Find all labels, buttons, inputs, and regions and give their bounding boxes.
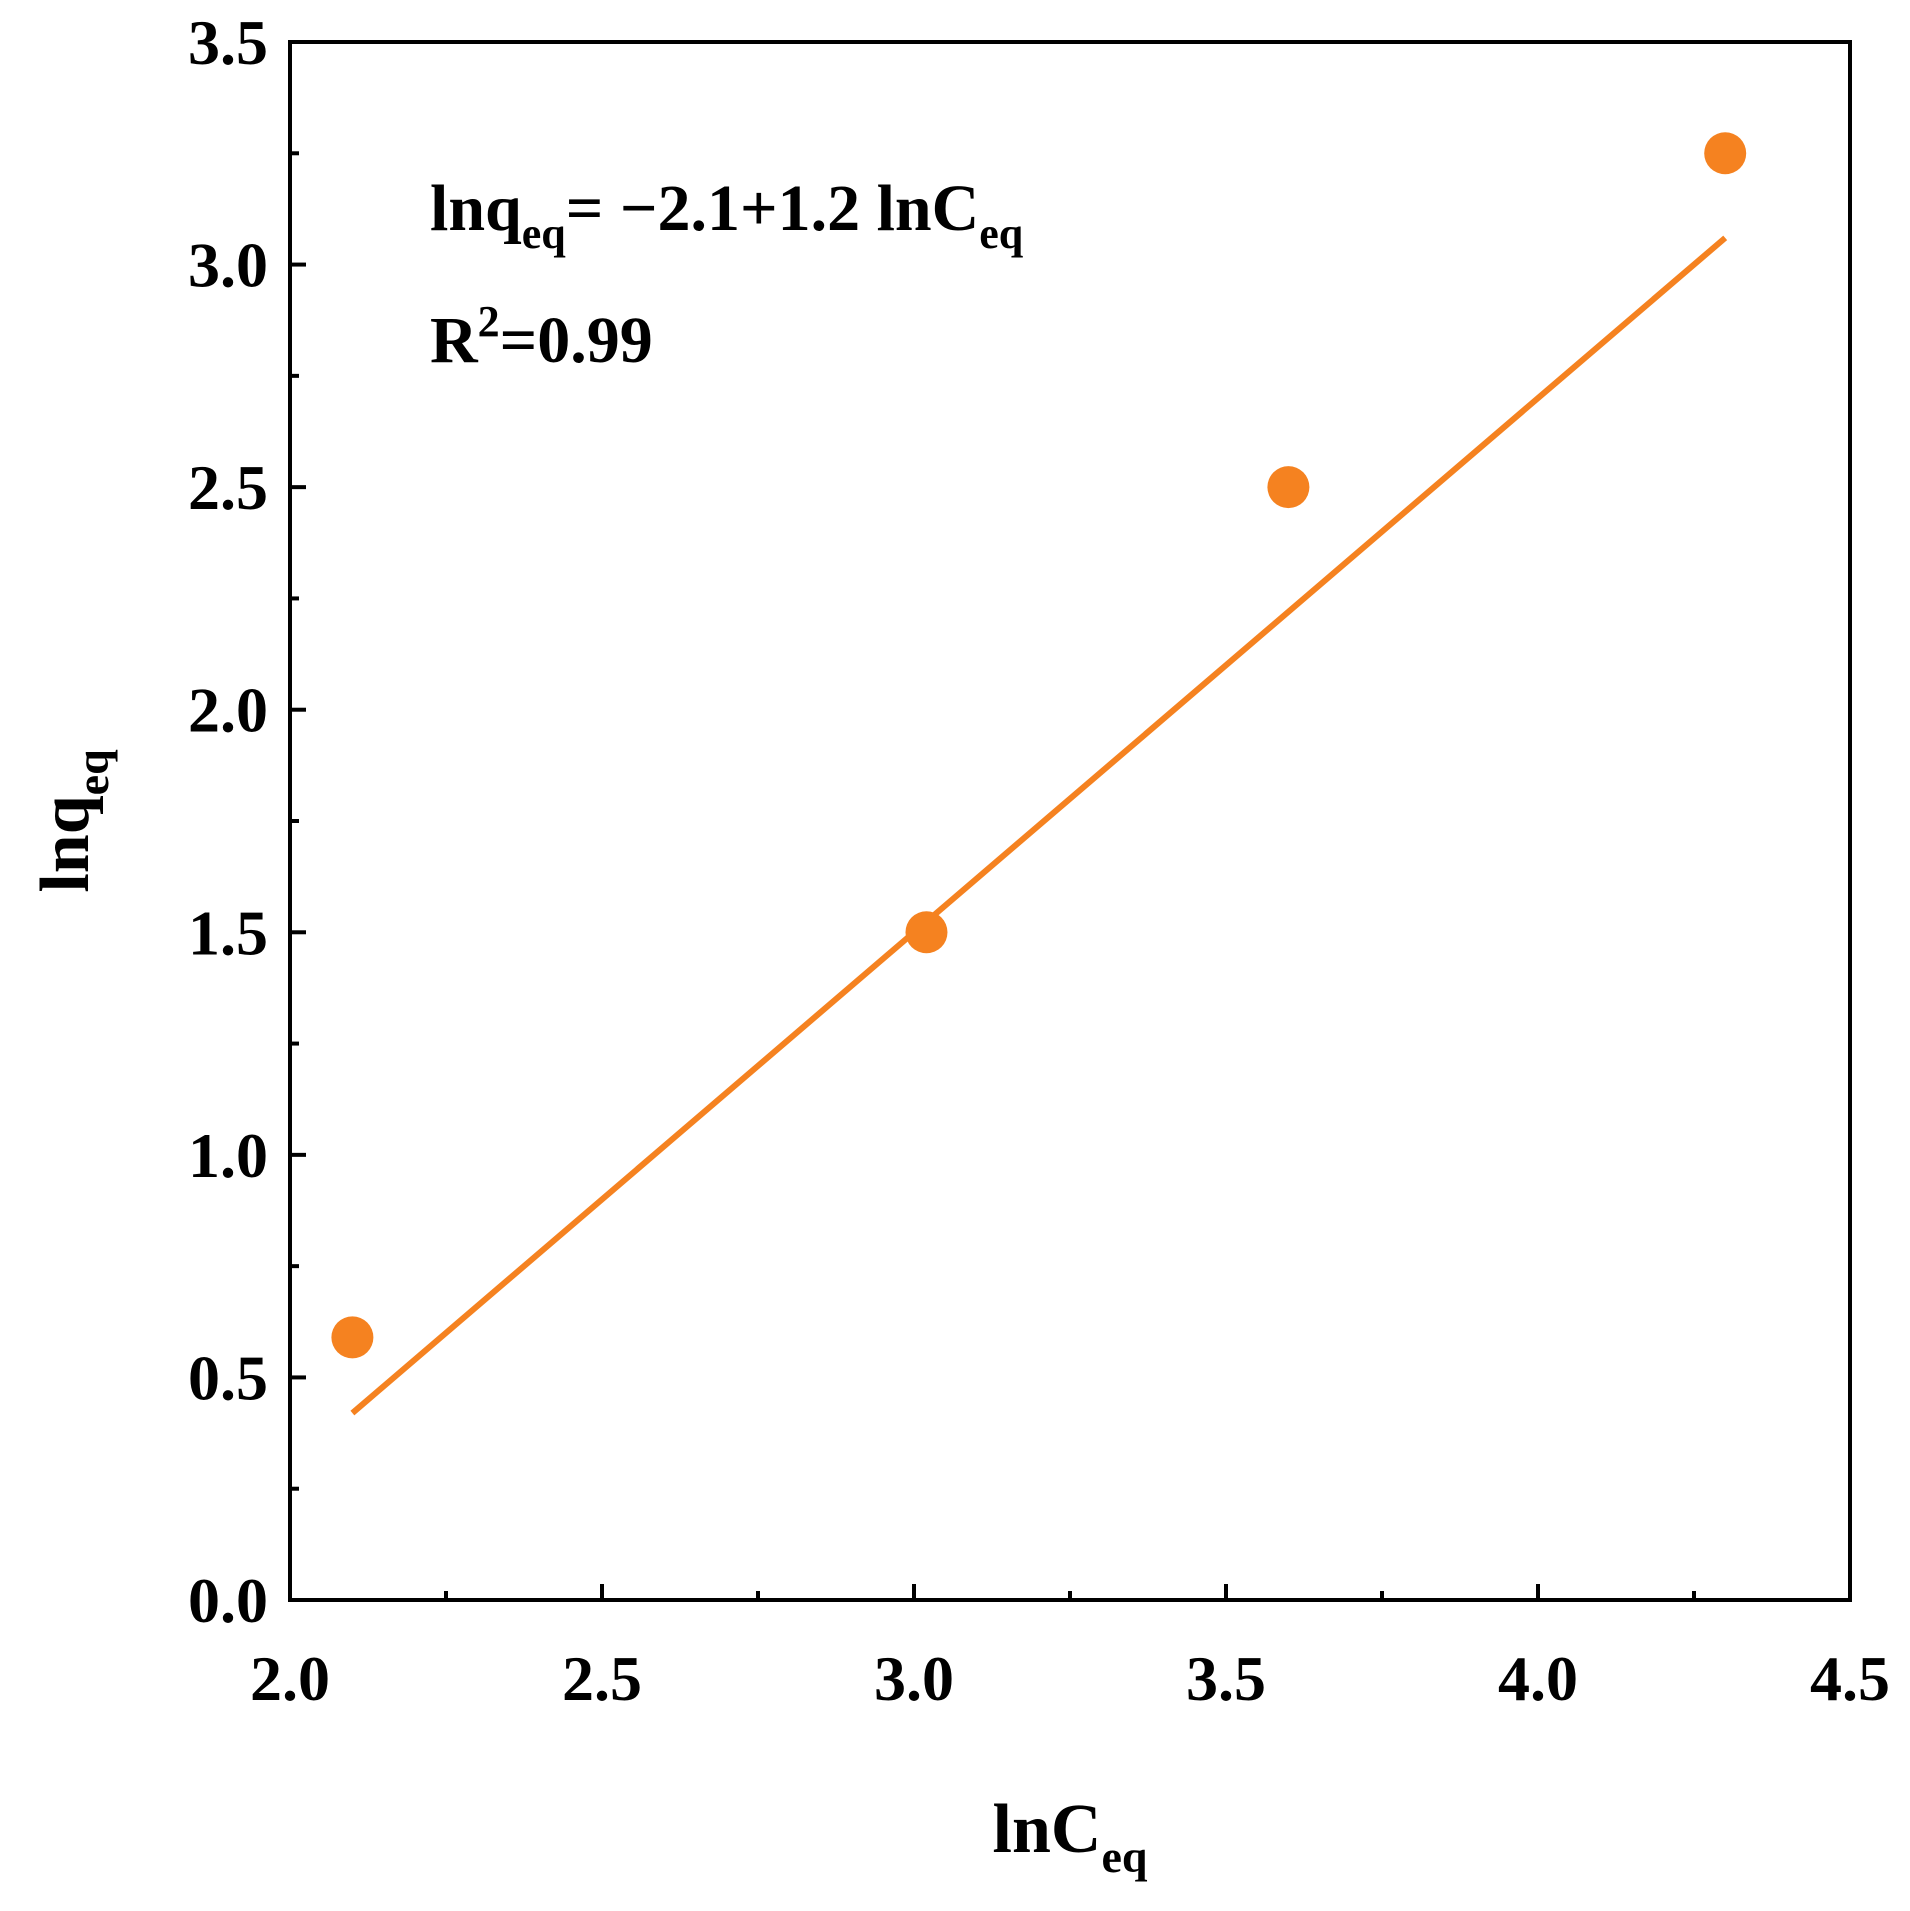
y-tick-label: 1.5 (188, 897, 268, 968)
r-squared-sup: 2 (478, 297, 500, 346)
y-tick-label: 1.0 (188, 1120, 268, 1191)
y-tick-label: 2.5 (188, 452, 268, 523)
x-axis-ticks: 2.0 2.5 3.0 3.5 4.0 4.5 (250, 1584, 1890, 1714)
x-tick-label: 3.5 (1186, 1643, 1266, 1714)
y-axis-ticks: 0.0 0.5 1.0 1.5 2.0 2.5 3.0 3.5 (188, 7, 306, 1636)
y-tick-label: 0.5 (188, 1342, 268, 1413)
data-point (1267, 466, 1310, 509)
y-axis-title-sub: eq (67, 749, 118, 795)
data-point (1704, 132, 1747, 175)
series-layer (331, 132, 1747, 1416)
x-tick-label: 2.0 (250, 1643, 330, 1714)
r-squared-value: =0.99 (500, 304, 653, 377)
equation-lhs-base: lnq (430, 172, 522, 245)
y-axis-title: lnqeq (27, 749, 118, 893)
y-axis-title-base: lnq (27, 795, 104, 892)
r-squared-base: R (430, 304, 479, 377)
x-tick-label: 2.5 (562, 1643, 642, 1714)
r-squared-annotation: R2=0.99 (430, 297, 653, 377)
data-point (905, 911, 948, 954)
plot-frame (288, 40, 1852, 1602)
x-tick-label: 4.0 (1498, 1643, 1578, 1714)
y-tick-label: 3.5 (188, 7, 268, 78)
y-tick-label: 3.0 (188, 230, 268, 301)
x-axis-title-sub: eq (1101, 1831, 1147, 1882)
equation-middle: = −2.1+1.2 lnC (566, 172, 980, 245)
fit-line (350, 235, 1728, 1416)
y-tick-label: 0.0 (188, 1565, 268, 1636)
data-point (331, 1316, 374, 1359)
x-tick-label: 3.0 (874, 1643, 954, 1714)
equation-rhs-sub: eq (979, 209, 1024, 258)
x-axis-title: lnCeq (993, 1791, 1148, 1882)
equation-annotation: lnqeq= −2.1+1.2 lnCeq (430, 172, 1024, 258)
x-axis-title-base: lnC (993, 1791, 1102, 1868)
x-tick-label: 4.5 (1810, 1643, 1890, 1714)
y-tick-label: 2.0 (188, 675, 268, 746)
equation-lhs-sub: eq (522, 209, 567, 258)
